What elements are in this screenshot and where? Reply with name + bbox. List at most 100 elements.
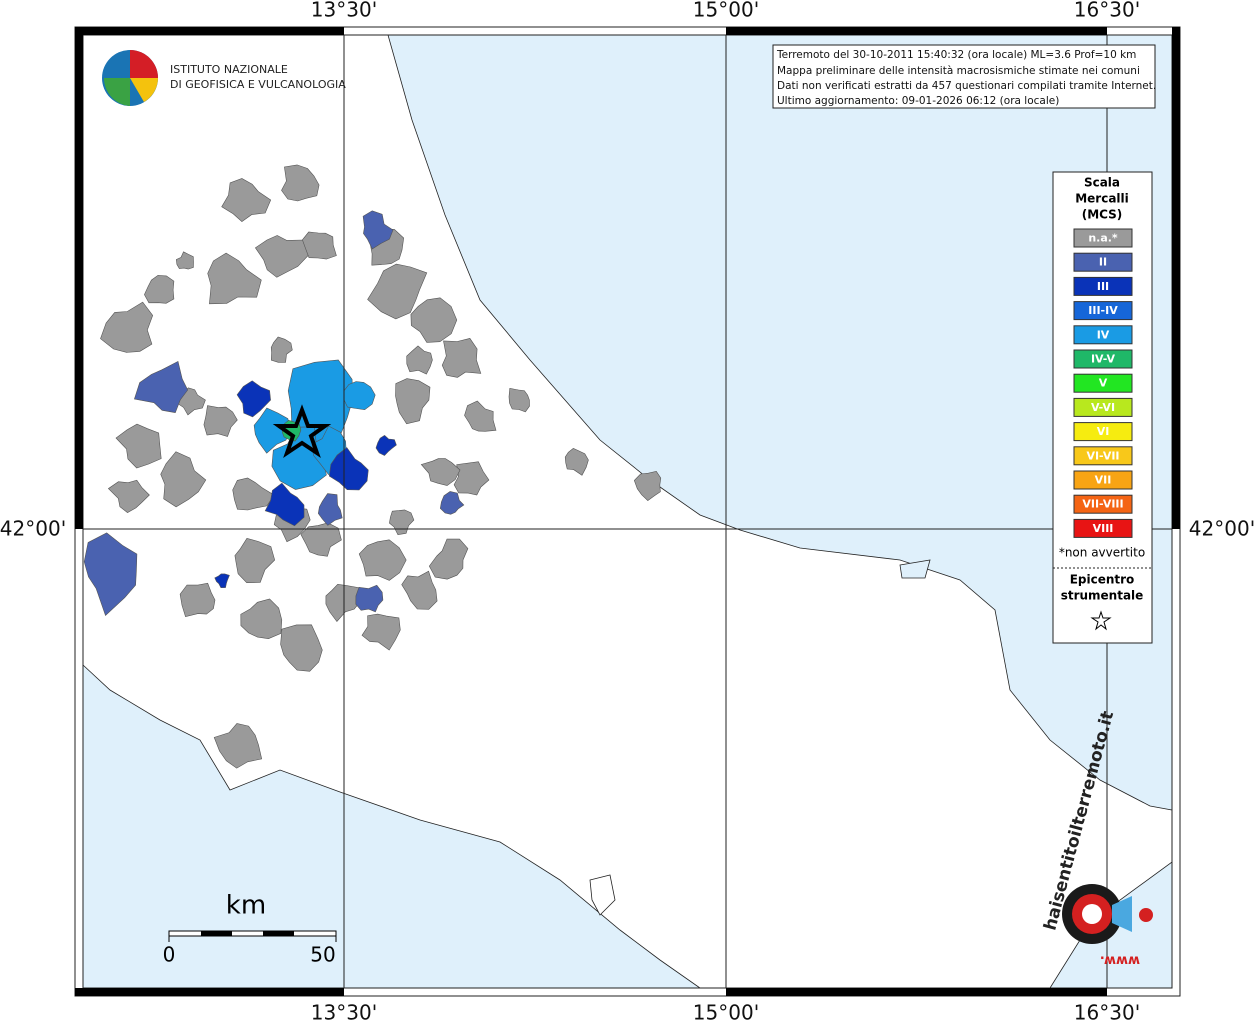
municipality <box>361 613 401 651</box>
legend-star <box>1090 610 1112 631</box>
legend-swatch <box>1073 518 1133 538</box>
scale-label: 50 <box>310 943 335 967</box>
municipality <box>254 235 309 278</box>
map-area <box>82 34 1173 989</box>
municipality <box>362 210 394 250</box>
legend-title: (MCS) <box>1082 208 1123 222</box>
scale-outline <box>168 930 337 937</box>
municipality <box>420 458 461 486</box>
municipality <box>410 297 458 343</box>
scale-label: 0 <box>163 943 176 967</box>
legend-label: II <box>1099 256 1107 269</box>
ingv-logo: ISTITUTO NAZIONALE DI GEOFISICA E VULCAN… <box>102 50 346 106</box>
info-line: Ultimo aggiornamento: 09-01-2026 06:12 (… <box>777 95 1059 107</box>
frame-bar <box>75 988 344 996</box>
municipalities <box>83 164 662 769</box>
legend-swatch <box>1073 228 1133 248</box>
legend-label: IV-V <box>1091 353 1116 366</box>
municipality <box>281 164 320 202</box>
legend-label: VI-VII <box>1086 449 1119 462</box>
lat-label: 42°00' <box>1189 517 1255 541</box>
municipality <box>115 423 162 469</box>
scale-segment <box>263 931 294 936</box>
tyrrhenian-sea <box>82 664 702 989</box>
adriatic-sea <box>387 34 1173 811</box>
municipality <box>280 624 323 672</box>
legend-label: III-IV <box>1088 304 1118 317</box>
municipality <box>253 407 292 454</box>
logo-segment <box>130 78 158 102</box>
municipality <box>144 275 175 304</box>
municipality <box>134 360 189 413</box>
frame <box>74 26 1181 997</box>
municipality <box>214 573 230 589</box>
lon-label: 15°00' <box>693 1001 759 1025</box>
legend-label: VIII <box>1093 522 1114 535</box>
legend-epicenter: Epicentro <box>1070 573 1135 587</box>
legend-swatch <box>1073 422 1133 442</box>
legend-label: V <box>1099 377 1108 390</box>
legend-swatch <box>1073 252 1133 272</box>
frame-bar <box>75 27 83 529</box>
municipality <box>207 252 262 305</box>
municipality <box>358 539 407 581</box>
municipality <box>179 582 216 618</box>
legend-swatch <box>1073 325 1133 345</box>
legend-label: IV <box>1097 328 1110 341</box>
municipality <box>464 400 497 432</box>
info-line: Terremoto del 30-10-2011 15:40:32 (ora l… <box>776 49 1136 61</box>
legend-label: III <box>1097 280 1109 293</box>
frame-bar <box>1172 27 1180 529</box>
logo-segment <box>130 50 158 78</box>
legend-title: Mercalli <box>1075 192 1129 206</box>
municipality <box>264 482 305 527</box>
legend-swatch <box>1073 494 1133 514</box>
municipality <box>317 493 343 526</box>
frame-bar <box>726 27 1107 35</box>
info-box: Terremoto del 30-10-2011 15:40:32 (ora l… <box>772 44 1156 109</box>
legend-swatch <box>1073 373 1133 393</box>
municipality <box>428 538 469 580</box>
logo-ring <box>1082 904 1102 924</box>
municipality <box>355 584 384 613</box>
info-line: Mappa preliminare delle intensità macros… <box>777 65 1140 77</box>
municipality <box>395 378 431 425</box>
municipality <box>107 479 150 513</box>
lon-label: 16°30' <box>1074 0 1140 22</box>
municipality <box>375 435 397 456</box>
municipality <box>213 723 263 769</box>
municipality <box>221 178 272 222</box>
legend-label: VII <box>1095 474 1112 487</box>
municipality <box>203 405 238 437</box>
scale-bar: km 0 50 <box>163 891 337 967</box>
municipality <box>367 263 428 320</box>
municipality <box>439 491 465 515</box>
legend-swatch <box>1073 276 1133 296</box>
scale-segment <box>201 931 232 936</box>
logo-text: ISTITUTO NAZIONALE <box>170 63 288 76</box>
lon-label: 13°30' <box>311 0 377 22</box>
logo-segment <box>103 78 130 106</box>
lat-label: 42°00' <box>0 517 66 541</box>
legend-swatch <box>1073 446 1133 466</box>
municipality <box>175 251 194 270</box>
lon-label: 16°30' <box>1074 1001 1140 1025</box>
municipality <box>240 598 283 640</box>
municipality <box>302 231 337 260</box>
municipality <box>234 537 276 584</box>
legend: Scala Mercalli (MCS) *non avvertito Epic… <box>1052 171 1153 644</box>
logo-dot <box>1139 908 1153 922</box>
municipality <box>406 345 433 375</box>
logo-text: DI GEOFISICA E VULCANOLOGIA <box>170 78 346 91</box>
legend-swatch <box>1073 349 1133 369</box>
municipality <box>564 448 589 476</box>
logo-speaker <box>1112 896 1132 932</box>
municipality <box>401 570 438 610</box>
legend-label: n.a.* <box>1088 232 1118 245</box>
info-line: Dati non verificati estratti da 457 ques… <box>777 80 1156 92</box>
legend-label: VII-VIII <box>1082 498 1123 511</box>
municipality <box>633 470 662 501</box>
site-prefix: www. <box>1100 953 1140 968</box>
frame-bar <box>726 988 1107 996</box>
